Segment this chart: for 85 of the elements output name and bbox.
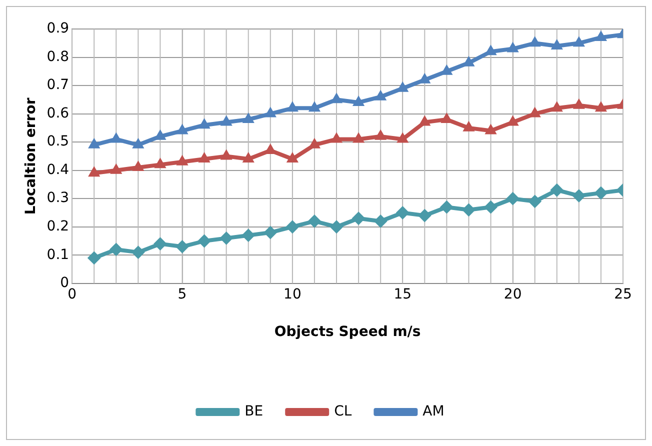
point [594, 186, 608, 200]
point [462, 203, 476, 216]
point [110, 164, 122, 174]
x-tick-label: 20 [504, 286, 522, 302]
point [286, 152, 298, 163]
point [110, 132, 122, 143]
point [463, 121, 474, 132]
y-tick-label: 0.3 [46, 190, 70, 206]
y-tick-label: 0 [60, 275, 70, 292]
point [572, 189, 586, 202]
point [330, 93, 342, 104]
x-tick-label: 15 [394, 286, 412, 302]
point [529, 107, 541, 118]
y-axis-title: Localtion error [23, 98, 40, 215]
point [485, 124, 496, 134]
point [242, 152, 254, 163]
point [484, 200, 498, 214]
y-tick-label: 0.1 [46, 246, 70, 263]
y-tick-label: 0.9 [46, 20, 70, 37]
point [573, 36, 585, 47]
point [374, 130, 386, 140]
point [551, 39, 563, 50]
point [418, 116, 430, 126]
point [198, 118, 210, 129]
point [374, 90, 386, 100]
y-tick-label: 0.5 [46, 134, 70, 150]
point [264, 107, 276, 118]
x-axis-title: Objects Speed m/s [274, 324, 421, 340]
point [550, 184, 564, 197]
y-tick-label: 0.8 [46, 48, 70, 65]
point [220, 150, 232, 160]
point [198, 234, 211, 248]
point [352, 96, 364, 106]
point [595, 102, 607, 112]
point [308, 138, 320, 148]
point [88, 138, 100, 148]
point [198, 152, 210, 163]
point [308, 102, 320, 112]
point [506, 192, 520, 206]
x-tick-label: 25 [614, 286, 632, 302]
point [242, 112, 254, 123]
point [595, 30, 607, 41]
point [551, 102, 563, 112]
point [440, 200, 454, 214]
y-tick-label: 0.2 [46, 218, 70, 235]
point [352, 212, 366, 225]
x-tick-label: 5 [178, 286, 187, 302]
point [286, 102, 298, 112]
point [176, 240, 189, 254]
point [132, 161, 144, 172]
point [220, 232, 233, 245]
point [110, 242, 123, 256]
point [264, 226, 277, 240]
point [154, 158, 166, 168]
point [176, 155, 188, 166]
point [154, 237, 167, 250]
point [330, 132, 342, 143]
point [330, 220, 344, 234]
y-tick-label: 0.4 [46, 162, 70, 178]
point [286, 220, 299, 234]
point [396, 206, 410, 220]
point [176, 124, 188, 134]
legend-label: AM [422, 404, 444, 420]
point [485, 45, 496, 56]
point [573, 98, 585, 109]
point [529, 36, 541, 47]
point [132, 246, 145, 259]
point [528, 194, 542, 208]
point [88, 166, 100, 177]
point [507, 116, 519, 126]
point [396, 132, 408, 143]
point [418, 209, 432, 222]
y-tick-label: 0.6 [46, 105, 70, 122]
y-tick-label: 0.7 [46, 77, 70, 94]
point [352, 132, 364, 143]
point [374, 214, 388, 228]
point [507, 42, 519, 52]
legend-label: BE [244, 404, 264, 420]
legend-label: CL [334, 404, 352, 420]
point [220, 116, 232, 126]
point [308, 214, 321, 228]
point [88, 251, 101, 264]
x-tick-label: 10 [284, 286, 302, 302]
point [132, 138, 144, 148]
point [242, 228, 255, 242]
